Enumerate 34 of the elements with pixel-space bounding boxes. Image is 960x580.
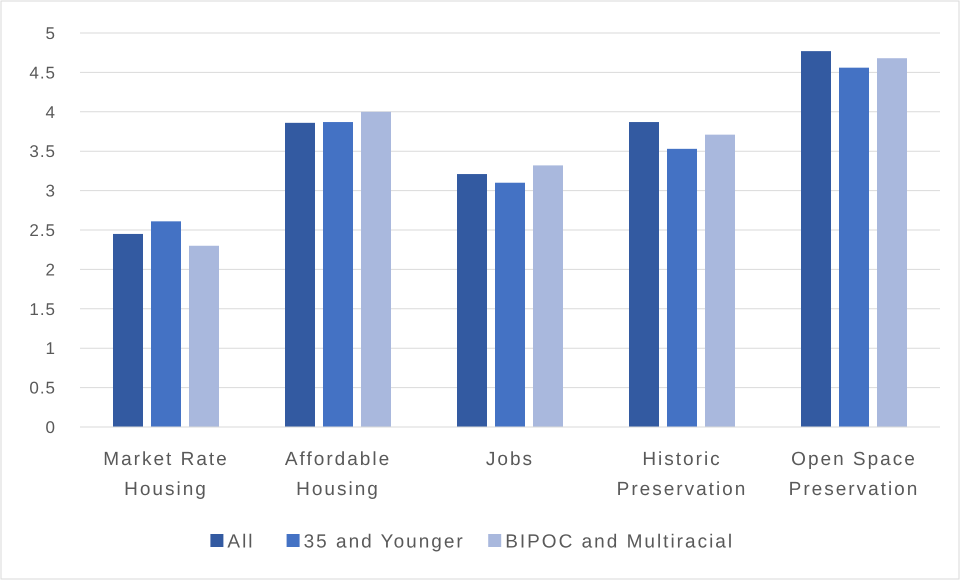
x-tick-label: Affordable Housing [284, 449, 392, 500]
y-tick-label: 0 [46, 418, 56, 437]
bar [323, 122, 353, 427]
y-tick-label: 1.5 [29, 300, 56, 319]
bar [495, 182, 525, 427]
bar [629, 122, 659, 427]
bar [285, 122, 315, 427]
bar [877, 58, 907, 427]
bar [457, 174, 487, 427]
bar [189, 246, 219, 427]
y-tick-label: 3.5 [29, 142, 56, 162]
x-tick-label: Jobs [486, 449, 534, 470]
legend-label: BIPOC and Multiracial [505, 532, 734, 553]
bar [667, 148, 697, 427]
y-tick-label: 2 [46, 260, 56, 280]
bar [151, 221, 181, 427]
legend-label: 35 and Younger [304, 532, 465, 553]
bar [361, 112, 391, 427]
x-tick-label: Open Space Preservation [788, 449, 920, 500]
legend-label: All [227, 532, 255, 553]
y-tick-label: 4 [46, 102, 56, 122]
bar [801, 51, 831, 427]
y-tick-label: 1 [46, 339, 56, 358]
x-tick-label: Market Rate Housing [103, 449, 229, 500]
bar [113, 234, 143, 427]
y-tick-label: 0.5 [29, 378, 56, 398]
bar [839, 68, 869, 427]
x-tick-label: Historic Preservation [616, 449, 748, 500]
y-tick-label: 2.5 [29, 220, 56, 240]
bar [533, 165, 563, 427]
y-tick-label: 5 [46, 24, 56, 43]
y-tick-label: 3 [46, 182, 56, 201]
y-tick-label: 4.5 [29, 63, 56, 82]
bar [705, 134, 735, 427]
